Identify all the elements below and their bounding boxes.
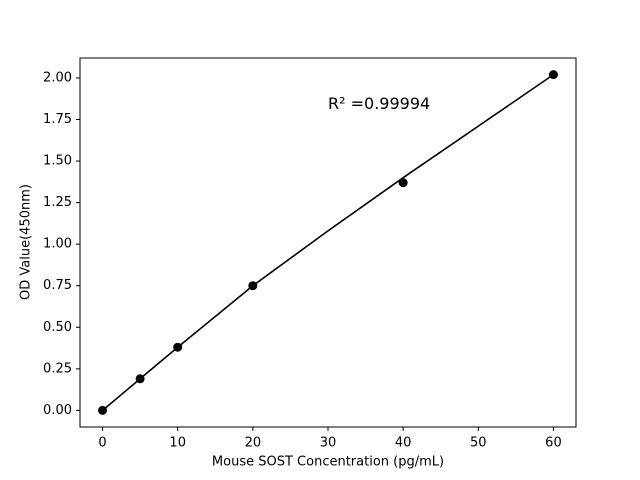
- fit-line: [102, 73, 554, 411]
- y-axis-label: OD Value(450nm): [19, 184, 34, 300]
- y-tick-label: 2.00: [43, 70, 72, 85]
- x-tick-label: 0: [98, 436, 106, 451]
- y-tick-label: 0.25: [43, 361, 72, 376]
- y-tick-label: 0.75: [43, 278, 72, 293]
- y-tick-label: 1.75: [43, 112, 72, 127]
- x-tick-label: 50: [470, 436, 487, 451]
- y-tick-label: 0.50: [43, 320, 72, 335]
- x-tick-label: 40: [395, 436, 412, 451]
- annotation: R² =0.99994: [328, 94, 430, 113]
- x-tick-label: 30: [320, 436, 337, 451]
- data-point: [398, 178, 408, 188]
- x-axis-label: Mouse SOST Concentration (pg/mL): [212, 455, 444, 470]
- y-tick-label: 1.25: [43, 195, 72, 210]
- y-tick-label: 1.50: [43, 154, 72, 169]
- y-tick-label: 0.00: [43, 403, 72, 418]
- x-tick-label: 10: [169, 436, 186, 451]
- x-tick-label: 20: [245, 436, 262, 451]
- y-tick-label: 1.00: [43, 237, 72, 252]
- plot-frame: [79, 57, 577, 428]
- x-tick-label: 60: [545, 436, 562, 451]
